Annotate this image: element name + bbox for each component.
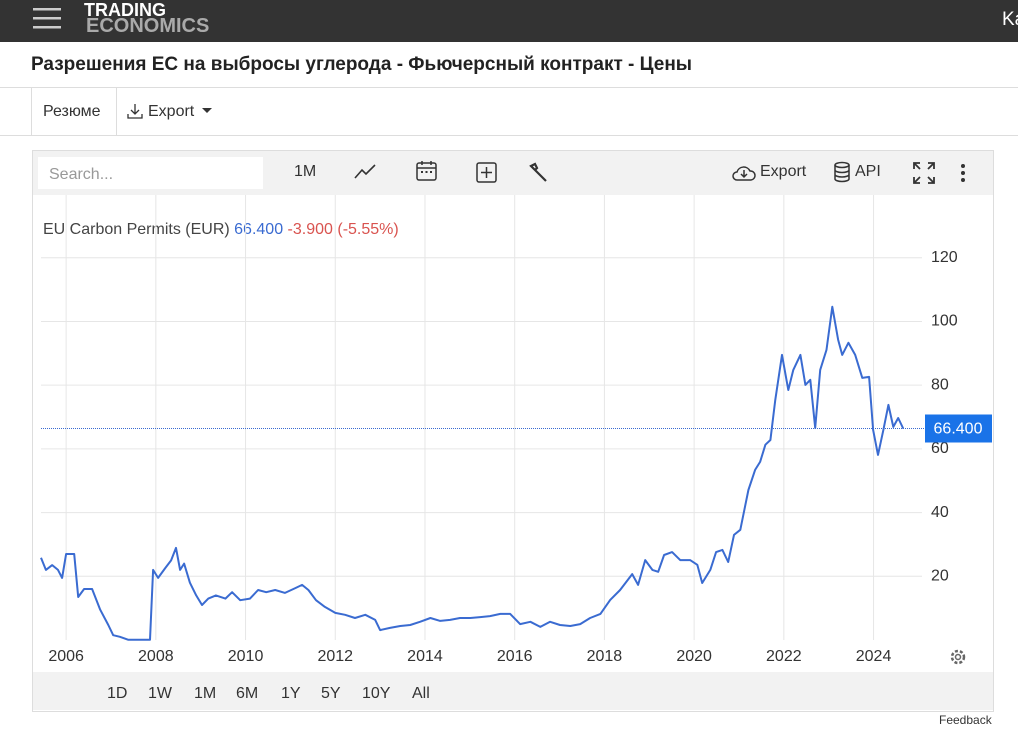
- legend-name: EU Carbon Permits (EUR): [43, 221, 230, 238]
- x-tick-label: 2012: [317, 648, 353, 665]
- caret: [202, 108, 212, 113]
- x-tick-label: 2006: [48, 648, 84, 665]
- range-button[interactable]: 1Y: [281, 685, 301, 702]
- more-icon[interactable]: [959, 163, 967, 185]
- y-tick-label: 40: [931, 504, 949, 521]
- interval-button[interactable]: 1M: [294, 163, 317, 180]
- database-icon[interactable]: [833, 161, 853, 185]
- y-tick-label: 120: [931, 249, 958, 266]
- download-icon: [127, 104, 143, 119]
- gear-icon[interactable]: [948, 647, 968, 667]
- range-button[interactable]: 1D: [107, 685, 128, 702]
- legend-change: -3.900: [287, 221, 333, 238]
- y-tick-label: 100: [931, 313, 958, 330]
- logo-top[interactable]: TRADING: [84, 0, 166, 20]
- x-tick-label: 2016: [497, 648, 533, 665]
- tab[interactable]: Резюме: [43, 103, 101, 120]
- fullscreen-icon[interactable]: [912, 161, 936, 185]
- tab[interactable]: Export: [148, 103, 195, 120]
- api-button[interactable]: API: [855, 163, 881, 180]
- menu-icon[interactable]: [33, 6, 61, 30]
- current-value-label: 66.400: [934, 421, 983, 438]
- y-tick-label: 80: [931, 376, 949, 393]
- feedback-link[interactable]: Feedback: [939, 713, 992, 727]
- page-title: Разрешения ЕС на выбросы углерода - Фьюч…: [31, 54, 693, 75]
- price-line: [40, 305, 905, 641]
- top-bar: TRADING ECONOMICS Ka: [0, 0, 1018, 42]
- range-button[interactable]: 1M: [194, 685, 217, 702]
- y-tick-label: 20: [931, 568, 949, 585]
- x-tick-label: 2022: [766, 648, 802, 665]
- x-tick-label: 2024: [856, 648, 892, 665]
- range-button[interactable]: 1W: [148, 685, 172, 702]
- legend-last: 66.400: [234, 221, 284, 238]
- range-bar: [33, 672, 993, 710]
- compare-icon[interactable]: [475, 161, 499, 185]
- chart-toolbar: Search... 1M Export API: [33, 151, 993, 195]
- export-button[interactable]: Export: [760, 163, 807, 180]
- tabs: Резюме Export: [0, 88, 1018, 136]
- x-tick-label: 2014: [407, 648, 443, 665]
- user-text[interactable]: Ka: [1002, 9, 1018, 30]
- current-value-box: [925, 414, 992, 443]
- x-tick-label: 2010: [228, 648, 264, 665]
- settings-icon[interactable]: [527, 161, 551, 185]
- range-button[interactable]: 10Y: [362, 685, 391, 702]
- title-bar: Разрешения ЕС на выбросы углерода - Фьюч…: [0, 42, 1018, 88]
- x-tick-label: 2018: [587, 648, 623, 665]
- calendar-icon[interactable]: [415, 159, 439, 183]
- y-tick-label: 60: [931, 440, 949, 457]
- range-button[interactable]: 6M: [236, 685, 259, 702]
- x-tick-label: 2020: [676, 648, 712, 665]
- search-input[interactable]: Search...: [49, 166, 114, 183]
- line-icon[interactable]: [353, 161, 377, 183]
- range-button[interactable]: All: [412, 685, 430, 702]
- legend-change-pct: (-5.55%): [337, 221, 399, 238]
- logo-bottom[interactable]: ECONOMICS: [86, 15, 210, 37]
- legend: EU Carbon Permits (EUR) 66.400 -3.900 (-…: [43, 221, 399, 239]
- chart-panel: [32, 150, 994, 712]
- cloud-icon[interactable]: [730, 161, 758, 185]
- x-tick-label: 2008: [138, 648, 174, 665]
- range-button[interactable]: 5Y: [321, 685, 341, 702]
